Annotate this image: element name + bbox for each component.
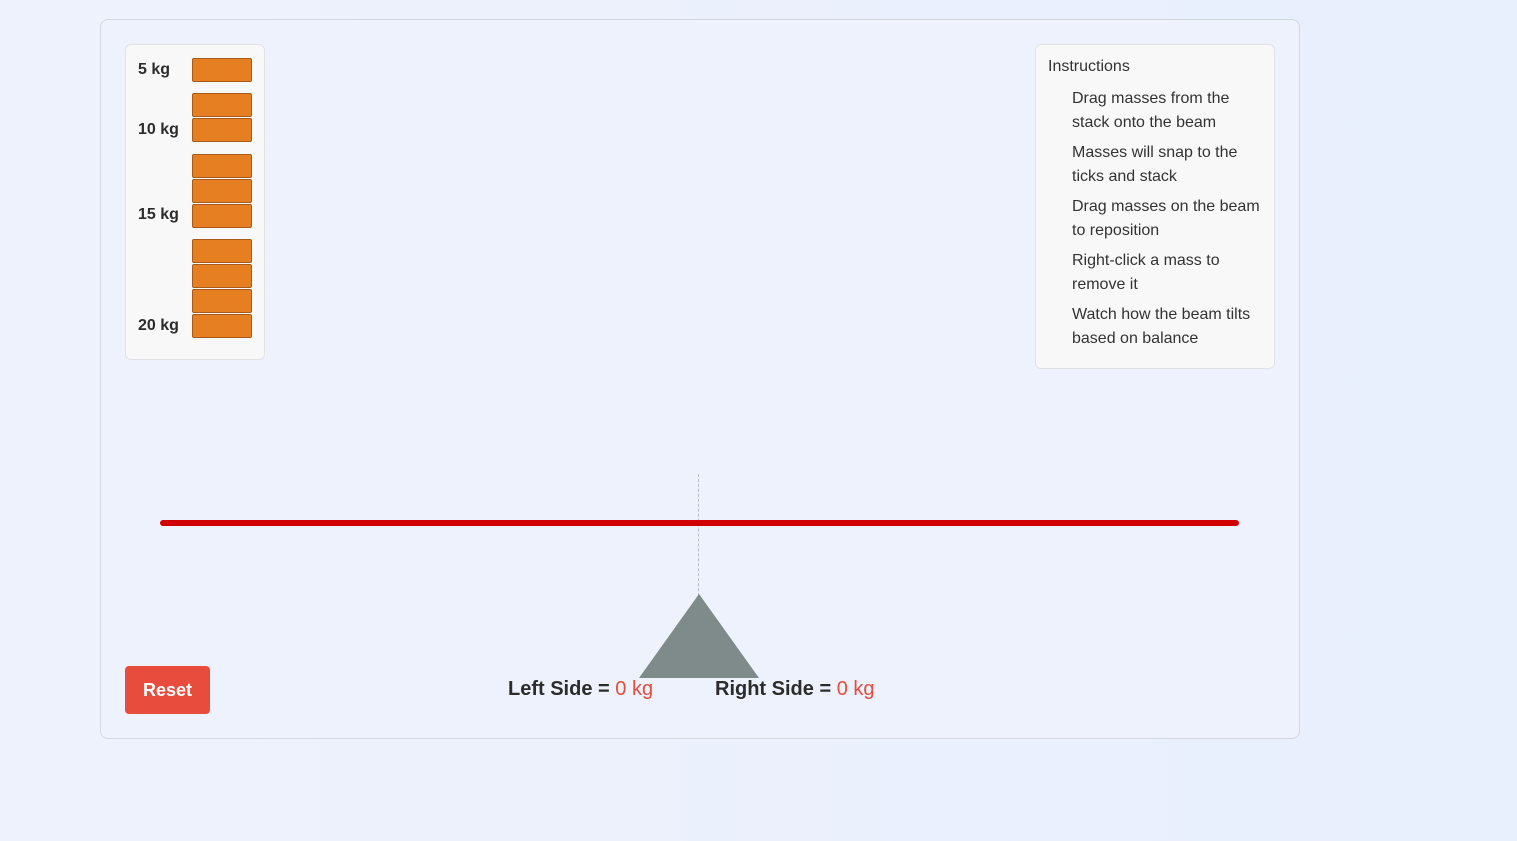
instruction-item: Drag masses on the beam to reposition xyxy=(1072,198,1260,239)
reset-button[interactable]: Reset xyxy=(125,666,210,714)
mass-label-15kg: 15 kg xyxy=(138,206,179,223)
instruction-item: Drag masses from the stack onto the beam xyxy=(1072,90,1230,131)
beam[interactable] xyxy=(160,520,1239,526)
left-side-readout: Left Side = 0 kg xyxy=(508,678,653,701)
mass-label-10kg: 10 kg xyxy=(138,121,179,138)
mass-block-20kg[interactable] xyxy=(192,239,252,263)
left-side-unit: kg xyxy=(631,678,654,700)
mass-block-15kg[interactable] xyxy=(192,179,252,203)
mass-block-5kg[interactable] xyxy=(192,58,252,82)
instruction-item: Watch how the beam tilts based on balanc… xyxy=(1072,306,1251,347)
right-side-label: Right Side = xyxy=(715,678,832,700)
mass-block-10kg[interactable] xyxy=(192,118,252,142)
mass-label-5kg: 5 kg xyxy=(138,61,171,78)
left-side-label: Left Side = xyxy=(508,678,610,700)
center-line xyxy=(698,474,699,596)
mass-label-20kg: 20 kg xyxy=(138,317,179,334)
instruction-item: Right-click a mass to remove it xyxy=(1072,252,1220,293)
mass-block-15kg[interactable] xyxy=(192,154,252,178)
right-side-value: 0 xyxy=(836,678,848,700)
left-side-value: 0 xyxy=(615,678,627,700)
right-side-readout: Right Side = 0 kg xyxy=(715,678,875,701)
mass-block-15kg[interactable] xyxy=(192,204,252,228)
instructions-title: Instructions xyxy=(1048,58,1130,75)
mass-block-20kg[interactable] xyxy=(192,314,252,338)
mass-block-20kg[interactable] xyxy=(192,289,252,313)
right-side-unit: kg xyxy=(853,678,875,700)
mass-block-20kg[interactable] xyxy=(192,264,252,288)
instruction-item: Masses will snap to the ticks and stack xyxy=(1072,144,1238,185)
instructions-list: Drag masses from the stack onto the beam… xyxy=(1072,87,1268,357)
instructions-panel: Instructions Drag masses from the stack … xyxy=(1035,44,1275,369)
mass-block-10kg[interactable] xyxy=(192,93,252,117)
fulcrum xyxy=(639,594,759,678)
